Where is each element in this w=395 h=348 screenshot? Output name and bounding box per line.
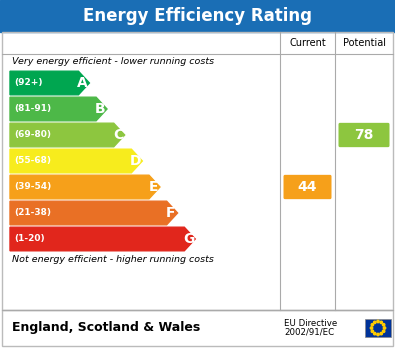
Polygon shape — [10, 123, 125, 147]
Text: Potential: Potential — [342, 38, 386, 48]
Polygon shape — [10, 71, 89, 95]
Text: 78: 78 — [354, 128, 374, 142]
Text: F: F — [166, 206, 175, 220]
Circle shape — [382, 324, 385, 326]
Text: (92+): (92+) — [14, 79, 43, 87]
Polygon shape — [10, 201, 178, 225]
Bar — [0, 0, 395, 32]
Text: (81-91): (81-91) — [14, 104, 51, 113]
Bar — [2, 32, 393, 310]
Circle shape — [380, 332, 382, 335]
Text: Energy Efficiency Rating: Energy Efficiency Rating — [83, 7, 312, 25]
Text: 44: 44 — [298, 180, 317, 194]
Text: EU Directive: EU Directive — [284, 318, 337, 327]
Text: C: C — [113, 128, 123, 142]
Polygon shape — [10, 227, 195, 251]
Bar — [2, 310, 393, 346]
Text: (55-68): (55-68) — [14, 157, 51, 166]
Bar — [365, 319, 391, 337]
Text: D: D — [130, 154, 141, 168]
Text: G: G — [183, 232, 194, 246]
Text: B: B — [95, 102, 105, 116]
Circle shape — [377, 333, 379, 336]
Circle shape — [383, 327, 386, 329]
Circle shape — [380, 321, 382, 324]
Text: Current: Current — [289, 38, 326, 48]
Circle shape — [374, 321, 376, 324]
Polygon shape — [10, 149, 142, 173]
Text: Very energy efficient - lower running costs: Very energy efficient - lower running co… — [12, 57, 214, 66]
Polygon shape — [10, 97, 107, 121]
Text: A: A — [77, 76, 88, 90]
Text: 2002/91/EC: 2002/91/EC — [284, 327, 334, 337]
Circle shape — [382, 330, 385, 332]
Text: (1-20): (1-20) — [14, 235, 45, 244]
Text: (39-54): (39-54) — [14, 182, 51, 191]
Circle shape — [371, 324, 374, 326]
FancyBboxPatch shape — [284, 175, 331, 199]
Circle shape — [374, 332, 376, 335]
Text: (21-38): (21-38) — [14, 208, 51, 218]
Text: E: E — [149, 180, 158, 194]
Circle shape — [370, 327, 373, 329]
Circle shape — [377, 320, 379, 323]
Polygon shape — [10, 175, 160, 199]
Text: England, Scotland & Wales: England, Scotland & Wales — [12, 321, 200, 333]
Text: Not energy efficient - higher running costs: Not energy efficient - higher running co… — [12, 255, 214, 264]
Circle shape — [371, 330, 374, 332]
FancyBboxPatch shape — [339, 123, 389, 147]
Text: (69-80): (69-80) — [14, 130, 51, 140]
